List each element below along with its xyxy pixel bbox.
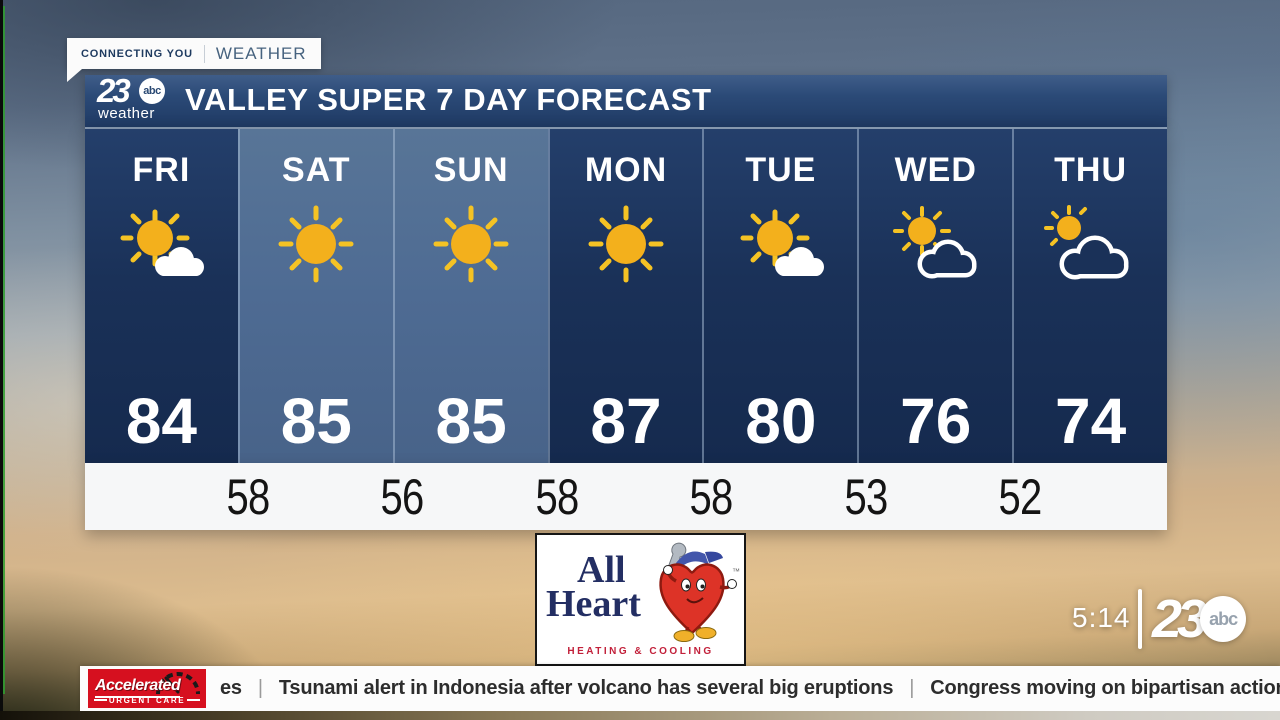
day-label: THU (1054, 151, 1128, 189)
day-label: SAT (282, 151, 351, 189)
bug-divider (1138, 589, 1142, 649)
forecast-column-mon: MON 87 (547, 129, 703, 463)
mostly-sunny-icon (704, 194, 857, 298)
accelerated-urgent-care-logo: Accelerated URGENT CARE (88, 669, 206, 708)
forecast-column-thu: THU (1012, 129, 1168, 463)
ticker-separator: | (257, 677, 263, 699)
low-temp: 58 (226, 468, 271, 525)
abc-circle-icon: abc (139, 78, 165, 104)
sponsor-rule (187, 699, 200, 701)
ticker-item: Tsunami alert in Indonesia after volcano… (278, 677, 894, 699)
abc-circle-icon: abc (1200, 596, 1247, 642)
mostly-cloudy-icon (1014, 194, 1167, 298)
sponsor-rule (94, 699, 107, 701)
overnight-lows-strip: 58 56 58 58 53 52 (85, 463, 1167, 530)
sunny-icon (395, 194, 548, 298)
ad-word-all: All (577, 549, 626, 591)
low-temp: 58 (689, 468, 734, 525)
high-temp: 87 (590, 385, 662, 457)
forecast-columns: FRI 84 SAT (85, 127, 1168, 463)
day-label: TUE (745, 151, 817, 189)
forecast-column-fri: FRI 84 (85, 129, 238, 463)
sponsor-subtitle: URGENT CARE (108, 696, 186, 705)
ad-tagline: HEATING & COOLING (567, 646, 714, 657)
high-temp: 85 (435, 385, 507, 457)
forecast-column-wed: WED (857, 129, 1013, 463)
low-temp: 58 (535, 468, 580, 525)
ad-word-heart: Heart (546, 583, 641, 625)
low-temp: 52 (998, 468, 1043, 525)
news-ticker: Accelerated URGENT CARE es | Tsunami ale… (80, 666, 1280, 711)
heart-mascot-icon (646, 541, 738, 650)
day-label: SUN (433, 151, 509, 189)
ticker-item: es (220, 677, 242, 699)
forecast-column-tue: TUE 80 (702, 129, 858, 463)
day-label: FRI (132, 151, 191, 189)
ticker-separator: | (909, 677, 915, 699)
speedometer-icon (156, 672, 200, 694)
high-temp: 80 (745, 385, 817, 457)
forecast-column-sun: SUN 85 (392, 129, 548, 463)
low-temp: 53 (844, 468, 889, 525)
forecast-title: VALLEY SUPER 7 DAY FORECAST (185, 82, 712, 117)
all-heart-ad: All Heart HEATING & COOLING ™ (535, 533, 746, 666)
sunny-icon (550, 194, 703, 298)
forecast-header: 23 abc weather VALLEY SUPER 7 DAY FORECA… (85, 72, 1167, 127)
logo-weather-label: weather (98, 105, 155, 122)
mostly-sunny-icon (85, 194, 238, 298)
high-temp: 76 (900, 385, 972, 457)
forecast-column-sat: SAT 85 (237, 129, 393, 463)
trademark-symbol: ™ (732, 567, 740, 576)
video-edge-artifact (0, 0, 3, 720)
logo-23: 23 (1152, 589, 1207, 649)
bottom-edge-strip (0, 711, 1280, 720)
video-edge-artifact-green (3, 6, 5, 694)
station-logo-bug: 23 abc (1152, 589, 1247, 649)
station-weather-logo: 23 abc weather (95, 72, 181, 125)
low-temp: 56 (380, 468, 425, 525)
high-temp: 84 (125, 385, 198, 457)
clock: 5:14 (1072, 602, 1131, 633)
badge-divider (203, 44, 205, 63)
sunny-icon (240, 194, 393, 298)
day-label: MON (584, 151, 668, 189)
sponsor-name: Accelerated (95, 677, 181, 698)
logo-23: 23 (97, 72, 131, 109)
ticker-text: es | Tsunami alert in Indonesia after vo… (220, 666, 1280, 711)
day-label: WED (894, 151, 977, 189)
partly-cloudy-icon (859, 194, 1012, 298)
weather-section-label: WEATHER (215, 43, 307, 63)
ticker-item: Congress moving on bipartisan action to (930, 677, 1280, 699)
connecting-you-badge: CONNECTING YOU WEATHER (67, 38, 321, 69)
high-temp: 74 (1054, 385, 1127, 457)
badge-tail (67, 69, 82, 82)
high-temp: 85 (280, 385, 352, 457)
connecting-you-label: CONNECTING YOU (81, 47, 193, 60)
